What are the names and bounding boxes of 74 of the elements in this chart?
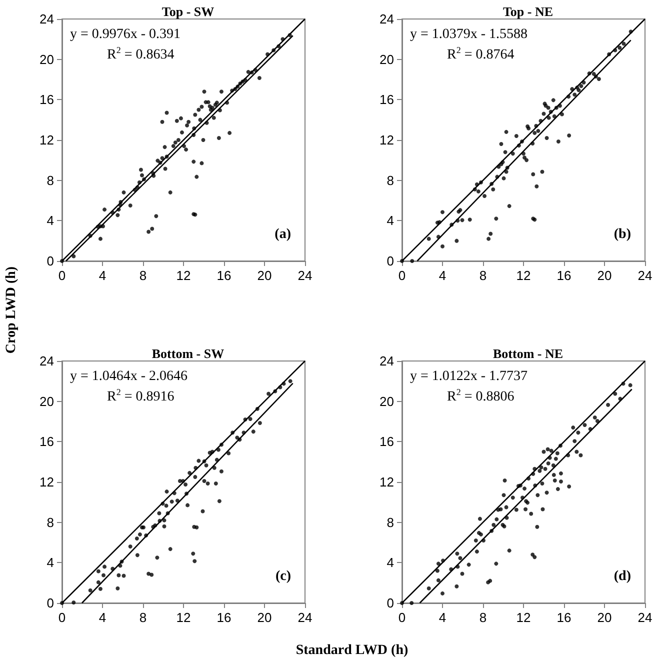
x-tick-label: 8 [479, 268, 487, 283]
y-tick-label: 4 [386, 555, 394, 570]
y-tick-label: 8 [46, 172, 54, 188]
x-tick-label: 20 [257, 610, 272, 625]
x-tick-label: 4 [438, 610, 446, 625]
y-tick-label: 12 [380, 474, 394, 490]
x-tick-label: 24 [298, 268, 312, 283]
y-tick-label: 24 [40, 354, 54, 368]
annotation: R$^{2}$ = 0.8634 [107, 45, 174, 64]
x-tick-label: 4 [98, 268, 106, 283]
annotation: y = 1.0122x - 1.7737 [410, 369, 528, 385]
y-tick-label: 8 [386, 172, 394, 188]
y-tick-label: 12 [40, 132, 54, 148]
y-tick-label: 4 [46, 555, 54, 570]
annotation: y = 1.0379x - 1.5588 [410, 27, 528, 43]
y-tick-label: 16 [40, 92, 54, 108]
y-tick-label: 16 [380, 92, 394, 108]
x-tick-label: 24 [638, 268, 652, 283]
y-tick-label: 20 [40, 52, 54, 67]
y-tick-label: 12 [40, 474, 54, 490]
y-tick-label: 20 [380, 394, 394, 409]
x-tick-label: 24 [638, 610, 652, 625]
x-tick-label: 12 [176, 610, 191, 625]
y-tick-label: 0 [46, 596, 54, 610]
x-tick-label: 4 [98, 610, 106, 625]
annotation: (a) [274, 227, 291, 243]
annotation: R$^{2}$ = 0.8806 [447, 387, 514, 406]
y-tick-label: 8 [46, 514, 54, 530]
y-tick-label: 20 [380, 52, 394, 67]
annotation: R$^{2}$ = 0.8916 [107, 387, 174, 406]
chart-title: Top - SW [162, 4, 214, 19]
chart-title: Bottom - NE [492, 346, 564, 361]
annotation: (c) [275, 569, 291, 585]
x-tick-label: 12 [176, 268, 191, 283]
chart-title: Bottom - SW [152, 346, 224, 361]
annotation: (b) [614, 227, 631, 243]
annotation: (d) [614, 569, 631, 585]
x-tick-label: 20 [597, 610, 612, 625]
x-tick-label: 8 [139, 268, 147, 283]
y-tick-label: 24 [40, 12, 54, 26]
y-tick-label: 12 [380, 132, 394, 148]
x-tick-label: 8 [479, 610, 487, 625]
y-tick-label: 0 [386, 596, 394, 610]
chart-title: Top - NE [502, 4, 554, 19]
x-tick-label: 0 [398, 610, 406, 625]
x-tick-label: 24 [298, 610, 312, 625]
x-tick-label: 12 [516, 268, 531, 283]
x-tick-label: 0 [58, 610, 66, 625]
y-tick-label: 0 [46, 254, 54, 268]
x-axis-title: Standard LWD (h) [296, 643, 408, 659]
y-tick-label: 8 [386, 514, 394, 530]
x-tick-label: 0 [398, 268, 406, 283]
x-tick-label: 16 [556, 268, 572, 283]
x-tick-label: 0 [58, 268, 66, 283]
x-tick-label: 4 [438, 268, 446, 283]
x-tick-label: 16 [216, 268, 232, 283]
x-tick-label: 16 [556, 610, 572, 625]
y-tick-label: 4 [46, 213, 54, 228]
y-tick-label: 16 [40, 434, 54, 450]
y-tick-label: 20 [40, 394, 54, 409]
y-tick-label: 24 [380, 354, 394, 368]
y-axis-title: Crop LWD (h) [4, 266, 20, 354]
y-tick-label: 4 [386, 213, 394, 228]
x-tick-label: 20 [257, 268, 272, 283]
x-tick-label: 8 [139, 610, 147, 625]
x-tick-label: 20 [597, 268, 612, 283]
annotation: R$^{2}$ = 0.8764 [447, 45, 514, 64]
annotation: y = 0.9976x - 0.391 [70, 27, 181, 43]
y-tick-label: 16 [380, 434, 394, 450]
y-tick-label: 0 [386, 254, 394, 268]
annotation: y = 1.0464x - 2.0646 [70, 369, 188, 385]
x-tick-label: 16 [216, 610, 232, 625]
x-tick-label: 12 [516, 610, 531, 625]
y-tick-label: 24 [380, 12, 394, 26]
